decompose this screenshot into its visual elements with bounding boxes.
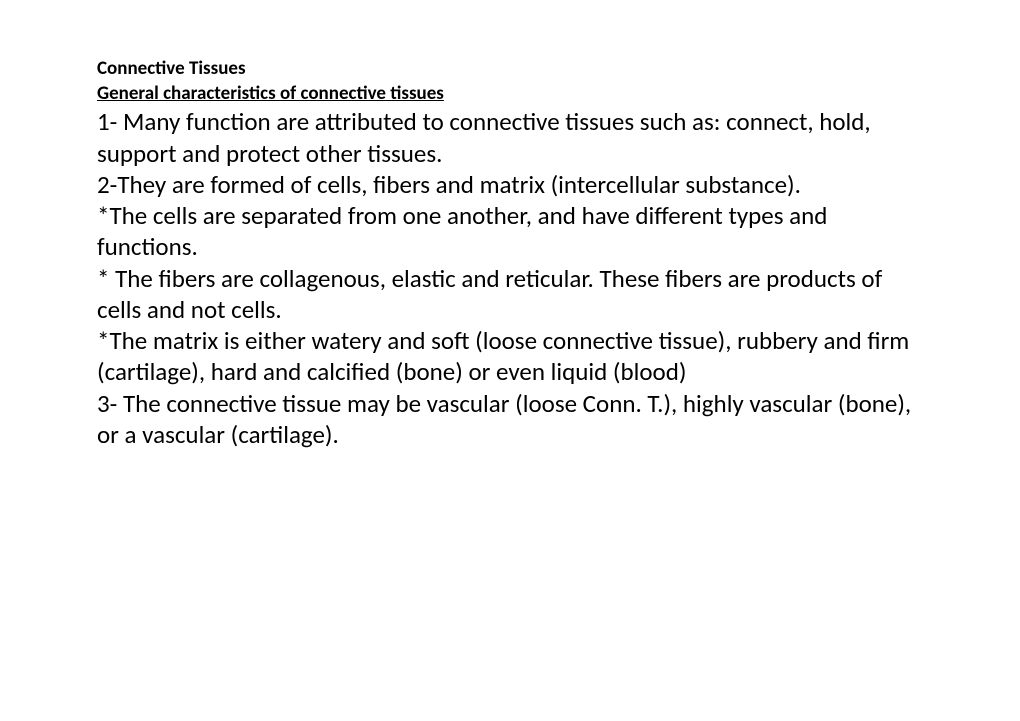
paragraph-5: *The matrix is either watery and soft (l… bbox=[97, 325, 923, 388]
paragraph-1: 1- Many function are attributed to conne… bbox=[97, 106, 923, 169]
paragraph-4: * The fibers are collagenous, elastic an… bbox=[97, 263, 923, 326]
paragraph-3: *The cells are separated from one anothe… bbox=[97, 200, 923, 263]
document-subtitle: General characteristics of connective ti… bbox=[97, 82, 923, 107]
document-title: Connective Tissues bbox=[97, 57, 923, 82]
paragraph-2: 2-They are formed of cells, fibers and m… bbox=[97, 169, 923, 200]
paragraph-6: 3- The connective tissue may be vascular… bbox=[97, 388, 923, 451]
document-content: Connective Tissues General characteristi… bbox=[97, 57, 923, 450]
